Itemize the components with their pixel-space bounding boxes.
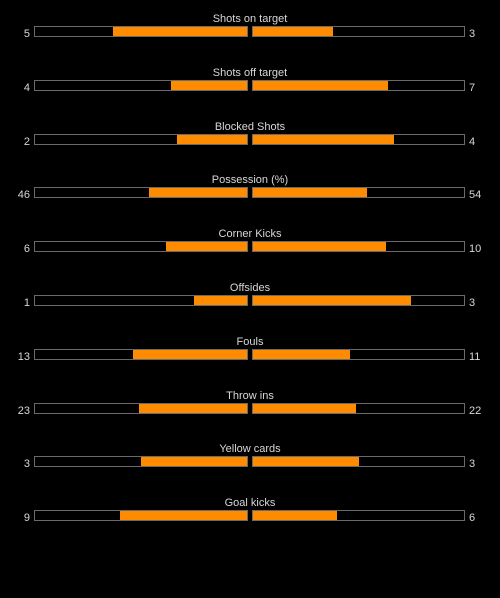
stat-row: Throw ins 23 22 xyxy=(0,387,500,441)
away-bar xyxy=(252,510,465,522)
stat-label: Offsides xyxy=(229,281,271,294)
home-value: 1 xyxy=(23,296,30,309)
stat-row: Yellow cards 3 3 xyxy=(0,440,500,494)
away-value: 6 xyxy=(469,512,476,525)
away-bar-fill xyxy=(253,295,412,305)
stat-label: Goal kicks xyxy=(224,497,276,510)
stat-row: Shots off target 4 7 xyxy=(0,64,500,118)
away-bar xyxy=(252,294,465,306)
home-value: 3 xyxy=(23,458,30,471)
home-bar-fill xyxy=(149,188,247,198)
away-value: 3 xyxy=(469,458,476,471)
home-bar xyxy=(34,133,248,145)
away-bar xyxy=(252,79,465,91)
stat-label: Shots off target xyxy=(212,66,288,79)
away-value: 22 xyxy=(469,404,482,417)
away-bar-fill xyxy=(253,403,357,413)
home-bar xyxy=(34,402,248,414)
stat-label: Throw ins xyxy=(226,389,274,402)
stat-label: Possession (%) xyxy=(211,174,289,187)
home-bar-fill xyxy=(138,403,247,413)
home-value: 23 xyxy=(17,404,30,417)
stat-label: Yellow cards xyxy=(219,443,281,456)
home-bar-fill xyxy=(170,80,247,90)
home-bar xyxy=(34,241,248,253)
home-bar-fill xyxy=(177,134,247,144)
home-bar-fill xyxy=(166,242,247,252)
home-bar xyxy=(34,348,248,360)
stat-label: Fouls xyxy=(236,335,264,348)
away-value: 11 xyxy=(469,350,481,363)
home-bar-fill xyxy=(132,349,247,359)
away-bar xyxy=(252,133,465,145)
home-bar xyxy=(34,510,248,522)
home-value: 6 xyxy=(23,243,30,256)
away-bar-fill xyxy=(253,27,334,36)
away-bar xyxy=(252,26,465,37)
away-bar xyxy=(252,456,465,468)
away-bar xyxy=(252,241,465,253)
home-bar-fill xyxy=(119,511,247,521)
away-value: 4 xyxy=(469,135,476,148)
home-value: 9 xyxy=(23,512,30,525)
home-value: 13 xyxy=(17,350,30,363)
stat-row: Blocked Shots 2 4 xyxy=(0,118,500,172)
away-bar-fill xyxy=(253,242,386,252)
stat-label: Blocked Shots xyxy=(214,120,286,133)
home-value: 4 xyxy=(23,81,30,94)
match-stats-panel: Shots on target 5 3 Shots off target 4 7 Block… xyxy=(0,10,500,548)
home-bar-fill xyxy=(141,457,247,467)
away-bar-fill xyxy=(253,188,367,198)
away-value: 3 xyxy=(469,296,476,309)
away-bar xyxy=(252,348,465,360)
away-bar xyxy=(252,187,465,199)
home-value: 5 xyxy=(23,28,30,40)
stat-row: Shots on target 5 3 xyxy=(0,10,500,64)
stat-row: Corner Kicks 6 10 xyxy=(0,225,500,279)
stat-label: Corner Kicks xyxy=(218,228,282,241)
away-bar xyxy=(252,402,465,414)
home-bar-fill xyxy=(194,295,247,305)
home-bar xyxy=(34,26,248,37)
away-value: 3 xyxy=(469,28,476,40)
home-bar xyxy=(34,456,248,468)
stat-row: Possession (%) 46 54 xyxy=(0,171,500,225)
stat-row: Fouls 13 11 xyxy=(0,333,500,387)
stat-label: Shots on target xyxy=(212,13,288,25)
away-bar-fill xyxy=(253,349,351,359)
home-bar xyxy=(34,79,248,91)
away-value: 10 xyxy=(469,243,482,256)
away-bar-fill xyxy=(253,80,389,90)
home-bar xyxy=(34,187,248,199)
away-bar-fill xyxy=(253,457,359,467)
away-value: 54 xyxy=(469,189,482,202)
home-bar xyxy=(34,294,248,306)
away-bar-fill xyxy=(253,134,395,144)
stat-row: Offsides 1 3 xyxy=(0,279,500,333)
away-bar-fill xyxy=(253,511,338,521)
stat-row: Goal kicks 9 6 xyxy=(0,494,500,548)
away-value: 7 xyxy=(469,81,476,94)
home-bar-fill xyxy=(113,27,247,36)
home-value: 46 xyxy=(17,189,30,202)
home-value: 2 xyxy=(23,135,30,148)
